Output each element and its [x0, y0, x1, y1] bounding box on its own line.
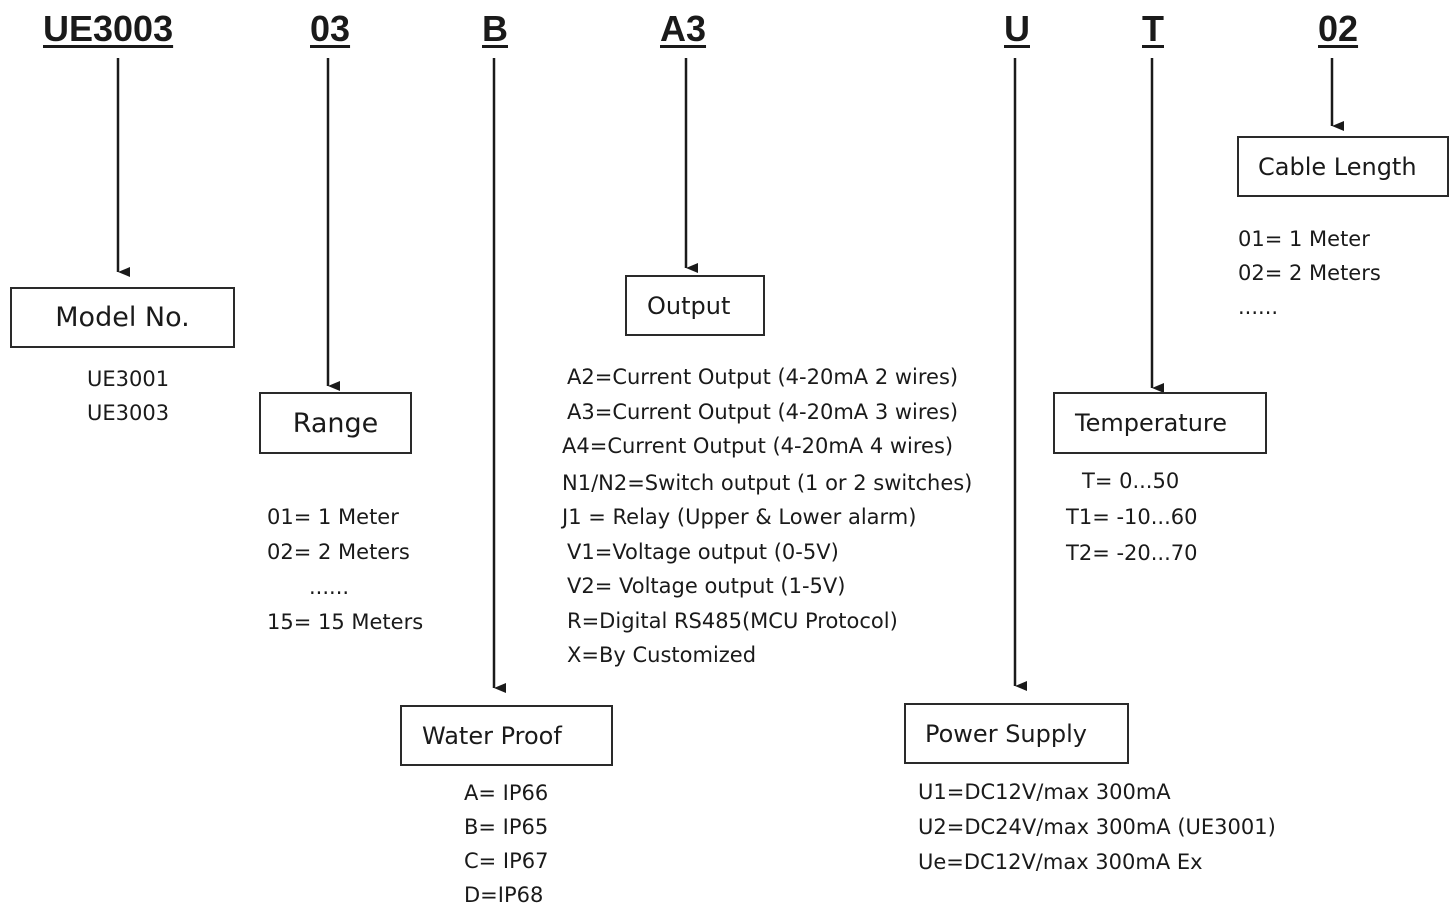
option-item: ......	[309, 575, 350, 599]
option-item: X=By Customized	[567, 643, 757, 667]
option-item: U1=DC12V/max 300mA	[918, 780, 1171, 804]
option-item: UE3003	[87, 401, 170, 425]
option-item: T1= -10...60	[1066, 505, 1198, 529]
code-range: 03	[310, 8, 351, 49]
cable-box: Cable Length	[1237, 136, 1449, 197]
option-item: C= IP67	[464, 849, 549, 873]
power-box: Power Supply	[904, 703, 1129, 764]
option-item: 01= 1 Meter	[267, 505, 399, 529]
option-item: T2= -20...70	[1066, 541, 1198, 565]
range-options: 01= 1 Meter 02= 2 Meters ...... 15= 15 M…	[267, 500, 423, 640]
option-item: 02= 2 Meters	[1238, 261, 1381, 285]
option-item: A= IP66	[464, 781, 549, 805]
waterproof-options: A= IP66 B= IP65 C= IP67 D=IP68	[464, 776, 549, 912]
option-item: A3=Current Output (4-20mA 3 wires)	[567, 399, 959, 424]
code-temperature: T	[1142, 8, 1164, 49]
option-item: V2= Voltage output (1-5V)	[567, 574, 846, 598]
power-options: U1=DC12V/max 300mA U2=DC24V/max 300mA (U…	[918, 775, 1276, 880]
option-item: UE3001	[87, 367, 170, 391]
option-item: T= 0...50	[1082, 469, 1180, 493]
code-cable: 02	[1318, 8, 1359, 49]
option-item: B= IP65	[464, 815, 549, 839]
temperature-options: T= 0...50 T1= -10...60 T2= -20...70	[1066, 463, 1198, 571]
waterproof-box: Water Proof	[400, 705, 613, 766]
option-item: U2=DC24V/max 300mA (UE3001)	[918, 815, 1276, 839]
option-item: A2=Current Output (4-20mA 2 wires)	[567, 365, 959, 389]
code-power: U	[1004, 8, 1030, 49]
model-options: UE3001 UE3003	[87, 362, 169, 430]
option-item: V1=Voltage output (0-5V)	[567, 539, 839, 564]
output-options: A2=Current Output (4-20mA 2 wires) A3=Cu…	[562, 360, 972, 673]
range-box: Range	[259, 392, 412, 454]
option-item: R=Digital RS485(MCU Protocol)	[567, 608, 898, 633]
option-item: N1/N2=Switch output (1 or 2 switches)	[562, 470, 973, 495]
option-item: D=IP68	[464, 883, 544, 907]
code-waterproof: B	[482, 8, 508, 49]
option-item: 01= 1 Meter	[1238, 227, 1370, 251]
option-item: ......	[1238, 295, 1279, 319]
option-item: 02= 2 Meters	[267, 540, 410, 564]
code-model: UE3003	[43, 8, 174, 49]
model-box: Model No.	[10, 287, 235, 348]
option-item: A4=Current Output (4-20mA 4 wires)	[562, 434, 954, 458]
option-item: Ue=DC12V/max 300mA Ex	[918, 850, 1203, 874]
cable-options: 01= 1 Meter 02= 2 Meters ......	[1238, 222, 1381, 324]
option-item: 15= 15 Meters	[267, 610, 424, 634]
output-box: Output	[625, 275, 765, 336]
temperature-box: Temperature	[1053, 392, 1267, 454]
code-output: A3	[660, 8, 707, 49]
option-item: J1 = Relay (Upper & Lower alarm)	[562, 505, 917, 529]
